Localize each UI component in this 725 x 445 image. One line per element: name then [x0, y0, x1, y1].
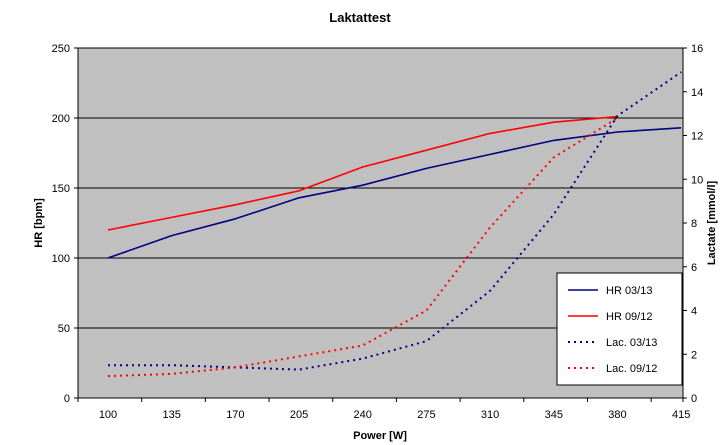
x-tick-label: 380 [608, 409, 626, 421]
y2-axis-label: Lactate [mmol/l] [706, 180, 718, 265]
chart-title: Laktattest [329, 10, 391, 25]
legend-box [556, 272, 683, 386]
right-axis-ticks: 0 2 4 6 8 10 12 14 16 [683, 43, 703, 405]
series-line-lac-09-12 [107, 117, 619, 378]
legend-label: HR 09/12 [606, 311, 652, 323]
right-tick-label: 12 [691, 131, 703, 143]
x-tick-label: 275 [417, 409, 435, 421]
y-axis-label: HR [bpm] [33, 198, 45, 248]
x-axis-label: Power [W] [353, 430, 407, 442]
left-tick-label: 100 [52, 253, 70, 265]
x-tick-label: 135 [163, 409, 181, 421]
series-line-hr-09-12 [107, 115, 618, 231]
right-tick-label: 10 [691, 174, 703, 186]
right-tick-label: 8 [691, 218, 697, 230]
x-tick-label: 345 [545, 409, 563, 421]
right-tick-label: 4 [691, 306, 697, 318]
left-tick-label: 0 [64, 393, 70, 405]
right-tick-label: 14 [691, 87, 703, 99]
legend-label: HR 03/13 [606, 285, 652, 297]
left-tick-label: 50 [58, 323, 70, 335]
right-tick-label: 16 [691, 43, 703, 55]
left-tick-label: 150 [52, 183, 70, 195]
left-axis-ticks: 0 50 100 150 200 250 [52, 43, 78, 405]
series-line-hr-03-13 [107, 127, 682, 259]
x-axis-ticks: 100 135 170 205 240 275 310 345 380 415 [77, 398, 690, 421]
legend: HR 03/13 HR 09/12 Lac. 03/13 Lac. 09/12 [556, 272, 683, 386]
legend-label: Lac. 09/12 [606, 363, 657, 375]
series-lines [107, 71, 682, 378]
left-tick-label: 200 [52, 113, 70, 125]
right-tick-label: 2 [691, 349, 697, 361]
x-tick-label: 100 [99, 409, 117, 421]
x-tick-label: 170 [226, 409, 244, 421]
x-tick-label: 205 [290, 409, 308, 421]
left-tick-label: 250 [52, 43, 70, 55]
x-tick-label: 310 [481, 409, 499, 421]
x-tick-label: 240 [354, 409, 372, 421]
right-tick-label: 0 [691, 393, 697, 405]
legend-label: Lac. 03/13 [606, 337, 657, 349]
right-tick-label: 6 [691, 262, 697, 274]
series-line-lac-03-13 [108, 71, 682, 371]
x-tick-label: 415 [672, 409, 690, 421]
